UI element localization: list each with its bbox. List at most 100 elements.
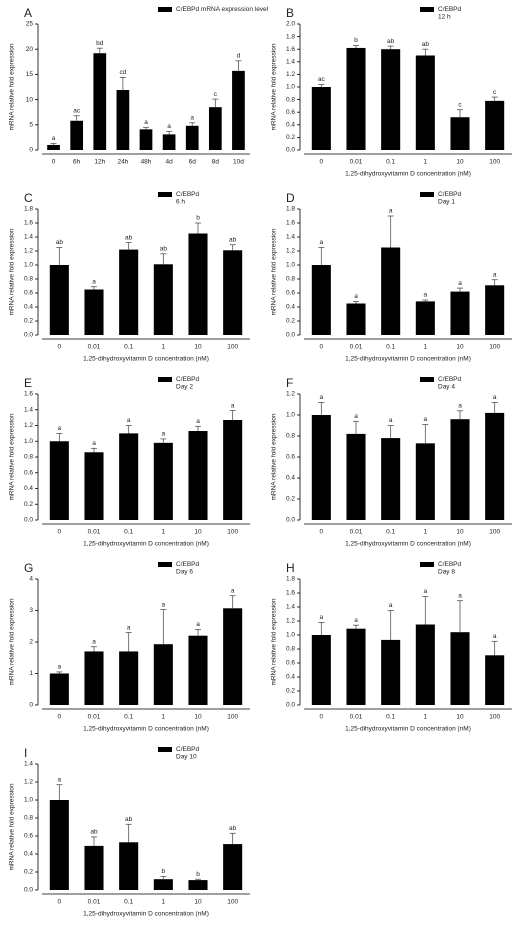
significance-label: a bbox=[144, 119, 148, 126]
x-tick-label: 0 bbox=[58, 529, 62, 536]
bar bbox=[485, 100, 505, 150]
bar bbox=[49, 265, 69, 335]
legend-label: C/EBPd bbox=[176, 191, 200, 198]
y-tick-label: 0.8 bbox=[24, 454, 33, 461]
x-tick-label: 0.01 bbox=[350, 344, 363, 351]
x-tick-label: 0.1 bbox=[124, 529, 133, 536]
bar bbox=[84, 452, 104, 520]
significance-label: a bbox=[424, 588, 428, 595]
x-tick-label: 1 bbox=[424, 159, 428, 166]
legend-swatch bbox=[158, 377, 172, 382]
y-tick-label: 1.0 bbox=[286, 412, 295, 419]
significance-label: ab bbox=[387, 38, 395, 45]
x-tick-label: 10 bbox=[456, 714, 464, 721]
bar bbox=[346, 303, 366, 335]
bar bbox=[415, 443, 435, 520]
significance-label: c bbox=[214, 91, 218, 98]
y-tick-label: 0.0 bbox=[286, 702, 295, 709]
bar bbox=[153, 264, 173, 335]
bar bbox=[188, 233, 208, 335]
x-tick-label: 6d bbox=[189, 159, 197, 166]
y-tick-label: 0.8 bbox=[286, 96, 295, 103]
significance-label: ab bbox=[229, 825, 237, 832]
y-tick-label: 3 bbox=[29, 607, 33, 614]
y-tick-label: 1.0 bbox=[286, 632, 295, 639]
y-tick-label: 2.0 bbox=[286, 21, 295, 28]
x-tick-label: 10d bbox=[233, 159, 244, 166]
significance-label: a bbox=[58, 425, 62, 432]
y-tick-label: 1.6 bbox=[286, 590, 295, 597]
x-tick-label: 100 bbox=[489, 529, 500, 536]
significance-label: a bbox=[58, 664, 62, 671]
significance-label: a bbox=[320, 394, 324, 401]
x-tick-label: 12h bbox=[94, 159, 105, 166]
legend-swatch bbox=[420, 7, 434, 12]
legend-label: C/EBPd bbox=[438, 6, 462, 13]
panel-label: I bbox=[24, 746, 27, 760]
bar bbox=[485, 285, 505, 335]
bar bbox=[119, 651, 139, 705]
bar bbox=[84, 651, 104, 705]
panel-label: E bbox=[24, 376, 32, 390]
legend-note: Day 2 bbox=[176, 384, 193, 391]
significance-label: a bbox=[167, 123, 171, 130]
y-axis-label: mRNA relative fold expression bbox=[9, 413, 16, 500]
bar bbox=[311, 87, 331, 150]
significance-label: a bbox=[320, 239, 324, 246]
y-tick-label: 1.0 bbox=[24, 797, 33, 804]
y-tick-label: 0.8 bbox=[286, 646, 295, 653]
x-tick-label: 100 bbox=[489, 159, 500, 166]
significance-label: a bbox=[92, 440, 96, 447]
significance-label: a bbox=[354, 617, 358, 624]
y-tick-label: 1.2 bbox=[286, 391, 295, 398]
y-tick-label: 1.0 bbox=[286, 84, 295, 91]
x-tick-label: 0.1 bbox=[124, 344, 133, 351]
bar bbox=[223, 844, 243, 890]
legend-label: C/EBPd bbox=[176, 561, 200, 568]
x-tick-label: 0.01 bbox=[350, 714, 363, 721]
bar bbox=[381, 438, 401, 520]
y-tick-label: 1.2 bbox=[286, 71, 295, 78]
y-tick-label: 0.2 bbox=[24, 869, 33, 876]
y-tick-label: 0.6 bbox=[286, 454, 295, 461]
bar bbox=[162, 134, 176, 150]
y-tick-label: 0.0 bbox=[24, 887, 33, 894]
legend-label: C/EBPd bbox=[438, 191, 462, 198]
x-tick-label: 1 bbox=[424, 529, 428, 536]
panel-label: D bbox=[286, 191, 295, 205]
x-tick-label: 0.01 bbox=[88, 529, 101, 536]
significance-label: b bbox=[354, 37, 358, 44]
significance-label: ab bbox=[56, 239, 64, 246]
bar bbox=[346, 433, 366, 520]
y-tick-label: 5 bbox=[29, 122, 33, 129]
significance-label: a bbox=[190, 115, 194, 122]
y-tick-label: 1.2 bbox=[286, 248, 295, 255]
y-tick-label: 0.4 bbox=[286, 475, 295, 482]
x-tick-label: 100 bbox=[227, 529, 238, 536]
significance-label: a bbox=[162, 601, 166, 608]
bar bbox=[450, 632, 470, 705]
y-tick-label: 0.2 bbox=[24, 318, 33, 325]
bar bbox=[223, 250, 243, 335]
x-tick-label: 0.1 bbox=[386, 344, 395, 351]
x-tick-label: 10 bbox=[456, 344, 464, 351]
significance-label: c bbox=[458, 101, 462, 108]
significance-label: a bbox=[389, 417, 393, 424]
y-tick-label: 0.8 bbox=[24, 276, 33, 283]
x-tick-label: 10 bbox=[194, 714, 202, 721]
x-tick-label: 1 bbox=[424, 714, 428, 721]
significance-label: a bbox=[196, 621, 200, 628]
legend-swatch bbox=[420, 377, 434, 382]
bar bbox=[450, 419, 470, 520]
x-tick-label: 1 bbox=[162, 714, 166, 721]
y-tick-label: 0.6 bbox=[24, 833, 33, 840]
legend-swatch bbox=[158, 7, 172, 12]
panel-label: C bbox=[24, 191, 33, 205]
x-axis-label: 1,25-dihydroxyvitamin D concentration (n… bbox=[83, 541, 209, 548]
y-tick-label: 0.0 bbox=[24, 332, 33, 339]
y-tick-label: 1 bbox=[29, 670, 33, 677]
significance-label: ab bbox=[422, 41, 430, 48]
significance-label: a bbox=[424, 416, 428, 423]
y-tick-label: 0.2 bbox=[286, 688, 295, 695]
